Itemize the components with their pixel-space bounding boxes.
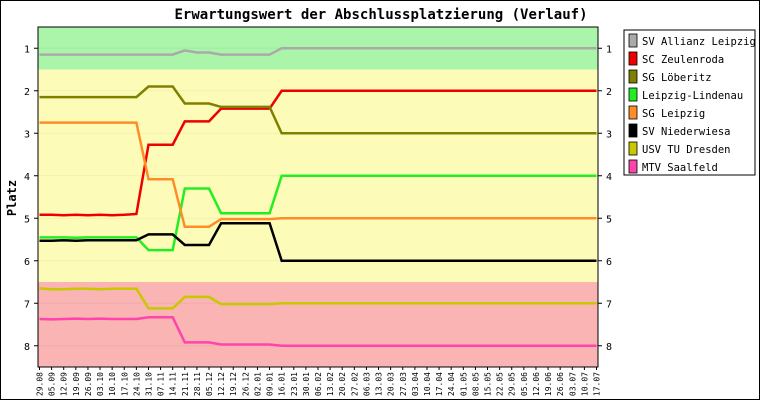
x-tick-label-34: 24.04 bbox=[447, 372, 456, 396]
x-tick-label-25: 20.02 bbox=[338, 372, 347, 396]
legend-swatch-0 bbox=[628, 33, 638, 48]
x-tick-label-22: 30.01 bbox=[302, 372, 311, 396]
legend-label-6: USV TU Dresden bbox=[642, 144, 731, 156]
x-tick-label-15: 12.12 bbox=[217, 372, 226, 396]
x-tick-label-10: 07.11 bbox=[157, 372, 166, 396]
y-tick-label-right-6: 6 bbox=[606, 257, 612, 268]
y-tick-label-right-2: 2 bbox=[606, 87, 612, 98]
x-tick-label-14: 05.12 bbox=[205, 372, 214, 396]
x-tick-label-42: 19.06 bbox=[544, 372, 553, 396]
series-line-sv-niederwiesa bbox=[39, 222, 597, 263]
x-tick-label-39: 29.05 bbox=[508, 372, 517, 396]
y-tick-label-left-4: 4 bbox=[24, 172, 30, 183]
x-tick-label-31: 03.04 bbox=[411, 372, 420, 396]
x-tick-label-1: 05.09 bbox=[48, 372, 57, 396]
y-tick-label-left-8: 8 bbox=[24, 342, 30, 353]
plot-zones bbox=[38, 27, 598, 367]
legend-box bbox=[623, 29, 756, 176]
x-tick-label-19: 09.01 bbox=[266, 372, 275, 396]
x-tick-label-37: 15.05 bbox=[484, 372, 493, 396]
y-tick-label-right-4: 4 bbox=[606, 172, 612, 183]
legend-label-4: SG Leipzig bbox=[642, 108, 705, 120]
x-tick-label-44: 03.07 bbox=[568, 372, 577, 396]
legend-label-0: SV Allianz Leipzig bbox=[642, 36, 756, 48]
x-tick-label-4: 26.09 bbox=[84, 372, 93, 396]
legend-label-2: SG Löberitz bbox=[642, 72, 712, 84]
x-tick-label-24: 13.02 bbox=[326, 372, 335, 396]
x-tick-label-11: 14.11 bbox=[169, 372, 178, 396]
x-tick-label-8: 24.10 bbox=[132, 372, 141, 396]
series-line-usv-tu-dresden bbox=[39, 287, 597, 310]
x-tick-label-20: 16.01 bbox=[278, 372, 287, 396]
y-tick-label-left-3: 3 bbox=[24, 129, 30, 140]
y-tick-label-left-1: 1 bbox=[24, 44, 30, 55]
x-tick-label-43: 26.06 bbox=[556, 372, 565, 396]
legend-swatch-6 bbox=[628, 141, 638, 156]
legend-swatch-1 bbox=[628, 51, 638, 66]
zone-band-2 bbox=[38, 282, 598, 367]
chart-title: Erwartungswert der Abschlussplatzierung … bbox=[174, 7, 587, 23]
x-tick-label-7: 17.10 bbox=[120, 372, 129, 396]
legend: SV Allianz Leipzig SC Zeulenroda SG Löberi… bbox=[623, 29, 756, 176]
legend-swatch-3 bbox=[628, 87, 638, 102]
x-tick-label-36: 08.05 bbox=[471, 372, 480, 396]
series-line-sc-zeulenroda bbox=[39, 89, 597, 217]
y-tick-label-left-7: 7 bbox=[24, 299, 30, 310]
y-tick-label-left-6: 6 bbox=[24, 257, 30, 268]
x-tick-label-23: 06.02 bbox=[314, 372, 323, 396]
x-tick-label-29: 20.03 bbox=[387, 372, 396, 396]
legend-label-3: Leipzig-Lindenau bbox=[642, 90, 743, 102]
x-tick-label-45: 10.07 bbox=[580, 372, 589, 396]
legend-label-7: MTV Saalfeld bbox=[642, 162, 718, 174]
legend-swatch-5 bbox=[628, 123, 638, 138]
y-tick-label-right-3: 3 bbox=[606, 129, 612, 140]
x-tick-label-26: 27.02 bbox=[350, 372, 359, 396]
x-ticks: 29.08 05.09 12.09 19.09 26.09 03.10 10.10 17.10… bbox=[36, 367, 602, 396]
y-tick-label-right-5: 5 bbox=[606, 214, 612, 225]
x-tick-label-2: 12.09 bbox=[60, 372, 69, 396]
x-tick-label-32: 10.04 bbox=[423, 372, 432, 396]
legend-label-1: SC Zeulenroda bbox=[642, 54, 724, 66]
x-tick-label-6: 10.10 bbox=[108, 372, 117, 396]
legend-swatch-7 bbox=[628, 159, 638, 174]
series-line-mtv-saalfeld bbox=[39, 316, 597, 348]
legend-swatch-4 bbox=[628, 105, 638, 120]
x-tick-label-40: 05.06 bbox=[520, 372, 529, 396]
x-tick-label-35: 01.05 bbox=[459, 372, 468, 396]
y-tick-label-right-1: 1 bbox=[606, 44, 612, 55]
x-tick-label-33: 17.04 bbox=[435, 372, 444, 396]
x-tick-label-38: 22.05 bbox=[496, 372, 505, 396]
x-tick-label-27: 06.03 bbox=[362, 372, 371, 396]
x-tick-label-41: 12.06 bbox=[532, 372, 541, 396]
series-line-sg-leipzig bbox=[39, 121, 597, 229]
x-tick-label-18: 02.01 bbox=[254, 372, 263, 396]
x-tick-label-5: 03.10 bbox=[96, 372, 105, 396]
y-ticks-left: 1 2 3 4 5 6 7 8 bbox=[24, 44, 38, 353]
y-axis-label: Platz bbox=[5, 180, 19, 216]
x-tick-label-16: 19.12 bbox=[229, 372, 238, 396]
x-tick-label-46: 17.07 bbox=[593, 372, 602, 396]
legend-label-5: SV Niederwiesa bbox=[642, 126, 731, 138]
x-tick-label-0: 29.08 bbox=[36, 372, 45, 396]
x-tick-label-21: 23.01 bbox=[290, 372, 299, 396]
series-line-sg-l-beritz bbox=[39, 85, 597, 135]
x-tick-label-13: 28.11 bbox=[193, 372, 202, 396]
x-tick-label-3: 19.09 bbox=[72, 372, 81, 396]
series-line-sv-allianz-leipzig bbox=[39, 47, 597, 56]
x-tick-label-17: 26.12 bbox=[241, 372, 250, 396]
x-tick-label-9: 31.10 bbox=[145, 372, 154, 396]
series-line-leipzig-lindenau bbox=[39, 174, 597, 252]
y-tick-label-right-7: 7 bbox=[606, 299, 612, 310]
y-tick-label-right-8: 8 bbox=[606, 342, 612, 353]
y-tick-label-left-5: 5 bbox=[24, 214, 30, 225]
series-lines bbox=[39, 47, 597, 348]
legend-swatch-2 bbox=[628, 69, 638, 84]
x-tick-label-12: 21.11 bbox=[181, 372, 190, 396]
x-tick-label-30: 27.03 bbox=[399, 372, 408, 396]
x-tick-label-28: 13.03 bbox=[375, 372, 384, 396]
y-tick-label-left-2: 2 bbox=[24, 87, 30, 98]
y-ticks-right: 1 2 3 4 5 6 7 8 bbox=[598, 44, 612, 353]
